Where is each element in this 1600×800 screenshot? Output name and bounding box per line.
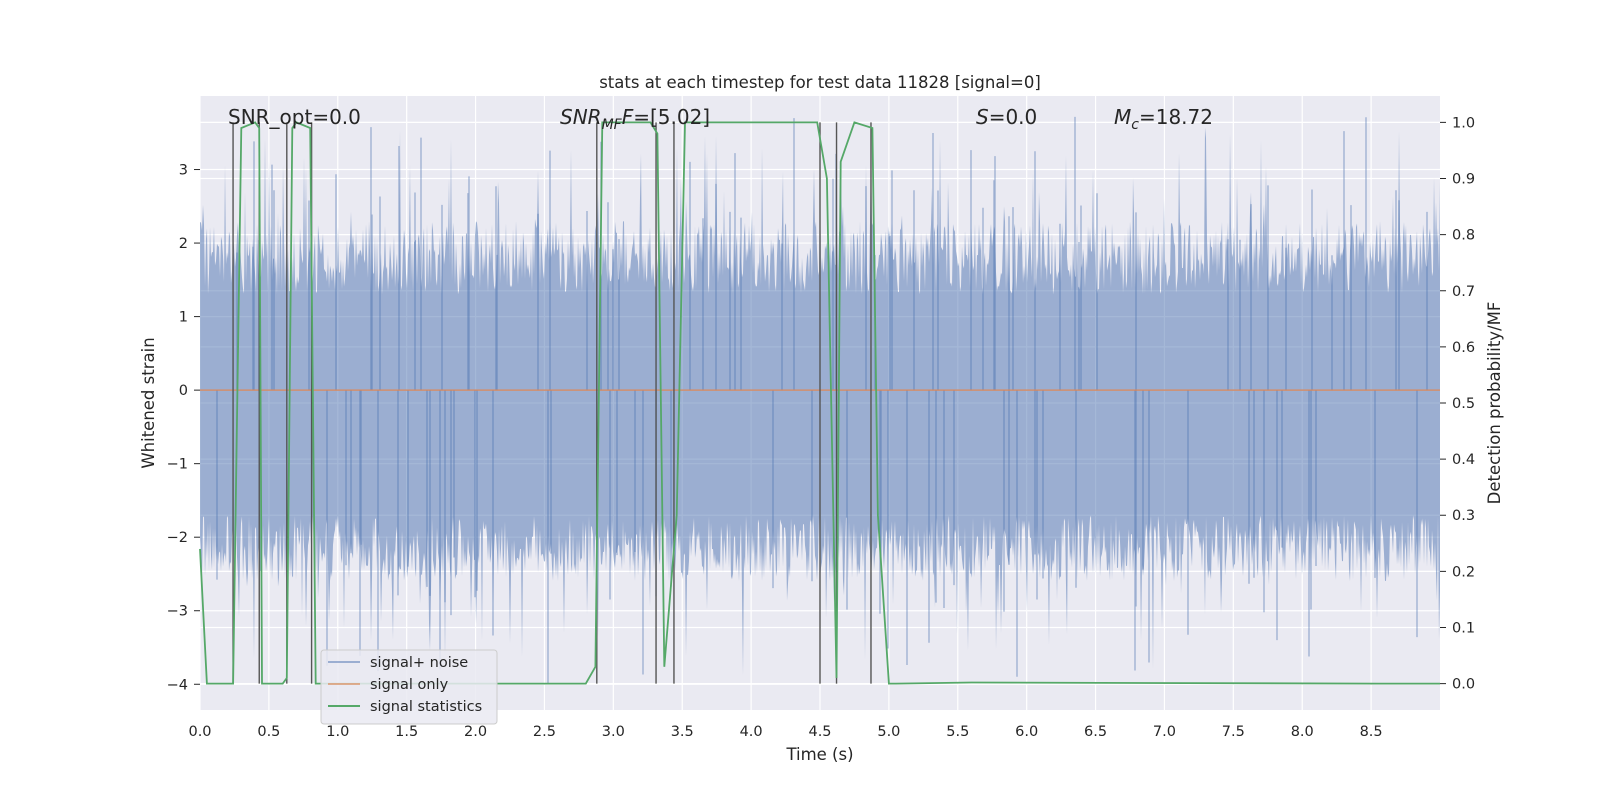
y2-tick-label: 0.8 [1452, 228, 1475, 244]
x-tick-label: 5.5 [946, 724, 969, 740]
x-tick-label: 6.0 [1015, 724, 1038, 740]
x-tick-label: 0.0 [188, 724, 211, 740]
y-axis-label: Whitened strain [139, 337, 158, 468]
x-tick-label: 0.5 [257, 724, 280, 740]
legend-label-signal-statistics: signal statistics [370, 699, 482, 715]
y2-tick-label: 0.7 [1452, 284, 1475, 300]
x-tick-label: 6.5 [1084, 724, 1107, 740]
annotation-s: S=0.0 [976, 105, 1037, 129]
x-axis-label: Time (s) [785, 745, 853, 764]
annotation-snr-opt: SNR_opt=0.0 [228, 105, 361, 129]
y-tick-label: 0 [179, 383, 188, 399]
legend-label-signal-only: signal only [370, 677, 449, 693]
chart-title: stats at each timestep for test data 118… [599, 73, 1041, 92]
y2-tick-label: 0.1 [1452, 620, 1475, 636]
y-tick-label: −1 [167, 457, 188, 473]
y2-tick-label: 0.6 [1452, 340, 1475, 356]
x-axis-ticks: 0.0 0.5 1.0 1.5 2.0 2.5 3.0 3.5 4.0 4.5 5.0 5.5 6.0 6… [188, 724, 1382, 740]
annotation-snr-mf: SNRMFF=[5.02] [560, 105, 710, 133]
y-tick-label: 1 [179, 310, 188, 326]
series-signal-statistics [199, 121, 1440, 685]
legend-box [320, 649, 498, 725]
y2-tick-label: 0.5 [1452, 396, 1475, 412]
y-tick-label: −3 [167, 604, 188, 620]
y-tick-label: 3 [179, 163, 188, 179]
x-tick-label: 1.0 [326, 724, 349, 740]
x-tick-label: 3.5 [671, 724, 694, 740]
x-tick-label: 7.0 [1153, 724, 1176, 740]
x-tick-label: 2.5 [533, 724, 556, 740]
x-tick-label: 1.5 [395, 724, 418, 740]
x-tick-label: 4.0 [740, 724, 763, 740]
y2-tick-label: 0.9 [1452, 172, 1475, 188]
x-tick-label: 8.5 [1360, 724, 1383, 740]
legend: signal+ noise signal only signal statist… [320, 649, 498, 725]
legend-label-signal-noise: signal+ noise [370, 655, 468, 671]
y2-tick-label: 0.3 [1452, 508, 1475, 524]
x-tick-label: 5.0 [877, 724, 900, 740]
x-tick-label: 8.0 [1291, 724, 1314, 740]
y-tick-label: −4 [167, 677, 188, 693]
x-tick-label: 7.5 [1222, 724, 1245, 740]
y2-tick-label: 0.4 [1452, 452, 1475, 468]
annotation-mc: Mc=18.72 [1114, 105, 1213, 133]
y2-axis-label: Detection probability/MF [1485, 302, 1504, 505]
x-tick-label: 4.5 [808, 724, 831, 740]
y-axis-ticks: 3 2 1 0 −1 −2 −3 −4 [167, 163, 200, 693]
x-tick-label: 3.0 [602, 724, 625, 740]
x-tick-label: 2.0 [464, 724, 487, 740]
y2-axis-ticks: 1.0 0.9 0.8 0.7 0.6 0.5 0.4 0.3 0.2 0.1 0.0 [1440, 115, 1475, 693]
y2-tick-label: 0.2 [1452, 564, 1475, 580]
y2-tick-label: 1.0 [1452, 115, 1475, 131]
y-tick-label: −2 [167, 530, 188, 546]
y2-tick-label: 0.0 [1452, 677, 1475, 693]
y-tick-label: 2 [179, 236, 188, 252]
signal-statistics-line [199, 121, 1440, 685]
